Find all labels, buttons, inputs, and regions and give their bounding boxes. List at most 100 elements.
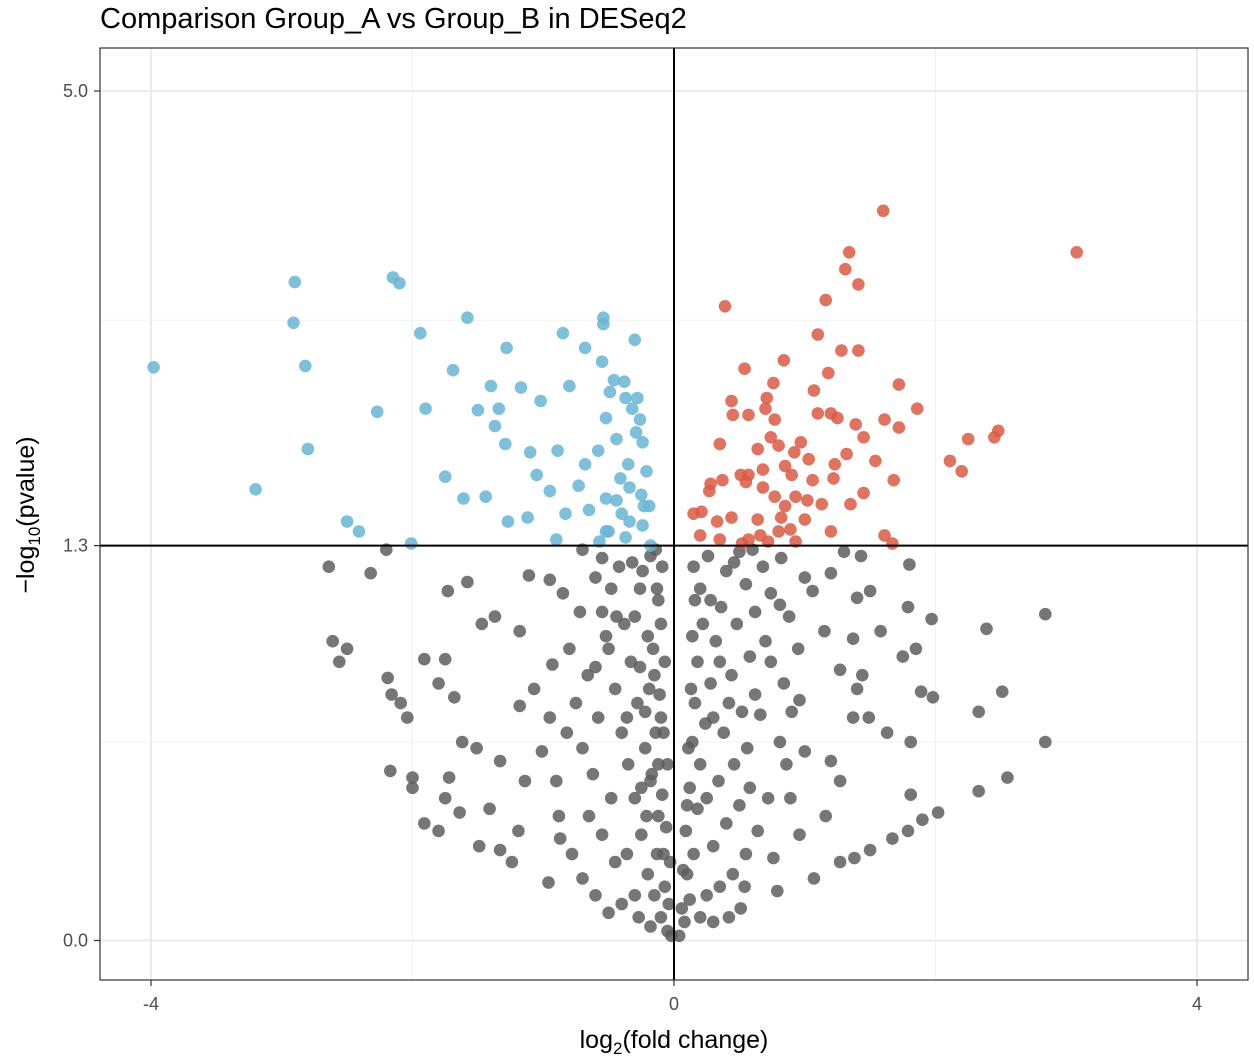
point-ns [648, 889, 661, 902]
point-down [404, 537, 418, 550]
point-up [839, 262, 852, 276]
point-up [892, 421, 906, 434]
point-ns [767, 851, 780, 865]
point-down [393, 276, 406, 290]
point-down [514, 381, 528, 394]
point-up [849, 418, 862, 431]
point-ns [550, 774, 563, 788]
point-ns [704, 593, 717, 607]
point-ns [693, 758, 707, 771]
point-down [559, 507, 572, 520]
point-ns [576, 741, 589, 755]
point-ns [846, 711, 860, 724]
point-ns [472, 839, 486, 853]
point-ns [650, 582, 664, 595]
point-ns [725, 668, 738, 682]
point-ns [652, 809, 665, 823]
point-up [824, 525, 838, 538]
point-ns [713, 655, 727, 669]
point-down [534, 394, 547, 408]
point-up [695, 505, 708, 519]
point-ns [886, 832, 899, 845]
point-down [563, 379, 576, 393]
point-down [619, 391, 632, 405]
point-down [288, 275, 302, 289]
point-up [819, 293, 832, 307]
point-ns [720, 817, 733, 830]
point-ns [717, 726, 730, 739]
point-ns [684, 682, 698, 696]
point-ns [880, 726, 894, 739]
point-up [778, 459, 792, 473]
point-up [784, 523, 797, 536]
point-ns [608, 855, 622, 869]
point-ns [624, 655, 638, 669]
chart-title: Comparison Group_A vs Group_B in DESeq2 [100, 3, 687, 35]
point-ns [846, 632, 860, 645]
point-ns [751, 824, 764, 838]
point-up [988, 431, 1001, 444]
point-up [735, 537, 749, 550]
point-ns [527, 682, 541, 696]
point-ns [798, 571, 812, 584]
point-ns [326, 634, 340, 648]
point-ns [635, 828, 648, 841]
point-ns [771, 884, 784, 898]
point-up [764, 431, 778, 444]
point-up [852, 344, 865, 357]
point-ns [722, 911, 736, 924]
point-down [543, 484, 557, 498]
point-ns [995, 685, 1009, 698]
point-ns [633, 582, 647, 595]
y-tick-label: 0.0 [63, 930, 88, 950]
point-ns [615, 897, 628, 911]
point-ns [364, 566, 378, 580]
point-ns [470, 741, 483, 755]
point-down [147, 361, 160, 374]
point-ns [679, 824, 693, 838]
point-ns [591, 711, 605, 724]
point-down [633, 413, 647, 426]
point-ns [432, 824, 445, 838]
point-down [591, 444, 605, 458]
point-up [801, 494, 814, 507]
point-ns [406, 771, 419, 784]
point-ns [432, 677, 445, 690]
point-ns [646, 642, 660, 656]
point-down [479, 490, 493, 504]
point-ns [687, 847, 700, 861]
point-ns [475, 617, 489, 631]
point-ns [543, 573, 557, 587]
point-ns [644, 920, 657, 933]
point-ns [730, 617, 744, 631]
point-ns [595, 551, 609, 565]
point-ns [661, 758, 674, 771]
point-up [774, 511, 788, 524]
point-ns [688, 593, 702, 607]
point-ns [713, 880, 727, 893]
point-down [551, 444, 564, 458]
point-up [713, 437, 727, 451]
point-ns [563, 642, 576, 656]
point-ns [743, 781, 757, 795]
point-ns [493, 843, 507, 857]
point-ns [628, 889, 642, 902]
point-ns [696, 617, 710, 631]
point-ns [589, 571, 602, 584]
point-ns [442, 771, 456, 784]
point-up [760, 391, 774, 405]
point-ns [754, 708, 767, 721]
y-tick-label: 5.0 [63, 81, 88, 101]
point-ns [659, 820, 673, 834]
point-up [807, 384, 821, 397]
point-up [710, 515, 724, 528]
point-ns [565, 847, 579, 861]
point-ns [863, 843, 877, 857]
point-ns [850, 591, 864, 605]
point-ns [483, 802, 496, 816]
point-ns [640, 809, 653, 823]
point-ns [636, 564, 649, 578]
point-up [892, 378, 906, 391]
point-up [857, 486, 870, 500]
